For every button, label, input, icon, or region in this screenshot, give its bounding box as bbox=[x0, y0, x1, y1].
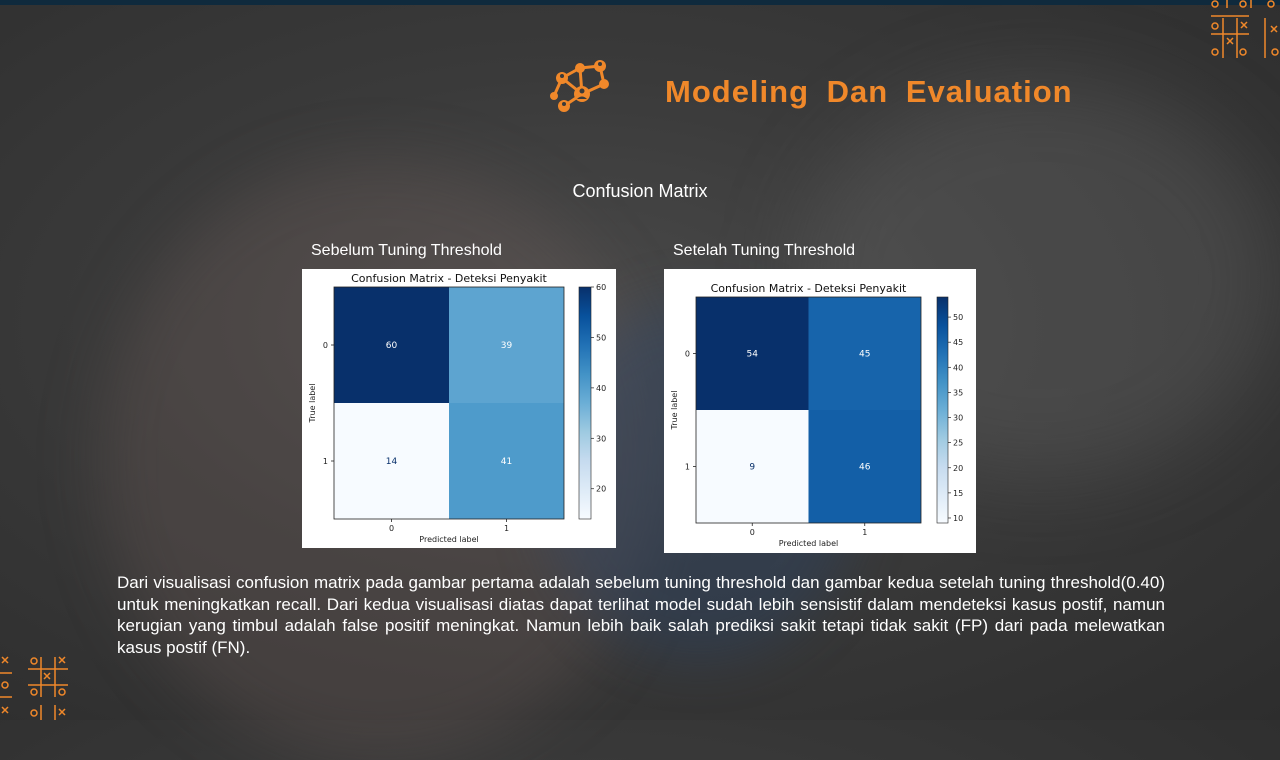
x-tick-label: 1 bbox=[862, 528, 867, 537]
page-title: Modeling Dan Evaluation bbox=[665, 74, 1073, 109]
colorbar-tick-label: 35 bbox=[953, 388, 963, 397]
x-tick-label: 1 bbox=[504, 524, 509, 533]
x-axis-label: Predicted label bbox=[779, 539, 838, 548]
y-tick-label: 1 bbox=[685, 463, 690, 472]
matrix-cell bbox=[334, 287, 449, 403]
colorbar bbox=[578, 286, 592, 520]
colorbar-tick-label: 15 bbox=[953, 489, 963, 498]
colorbar bbox=[936, 296, 949, 524]
colorbar-tick-label: 20 bbox=[596, 485, 606, 494]
tic-tac-toe-decoration-top-right bbox=[1211, 0, 1279, 58]
description-paragraph: Dari visualisasi confusion matrix pada g… bbox=[117, 573, 1165, 657]
colorbar-tick-label: 20 bbox=[953, 464, 963, 473]
y-tick-label: 0 bbox=[323, 341, 328, 350]
y-tick-label: 0 bbox=[685, 350, 690, 359]
colorbar-tick-label: 40 bbox=[953, 363, 963, 372]
cell-value-label: 60 bbox=[386, 341, 398, 351]
confusion-matrix-before: Confusion Matrix - Deteksi Penyakit 60 39 1… bbox=[308, 272, 606, 544]
colorbar-tick-label: 25 bbox=[953, 439, 963, 448]
slide-header: Modeling Dan Evaluation bbox=[548, 54, 1108, 124]
matrix-cell bbox=[696, 297, 809, 410]
chart-card-before: Confusion Matrix - Deteksi Penyakit 60 39 1… bbox=[302, 269, 616, 548]
x-axis-label: Predicted label bbox=[419, 535, 478, 544]
cell-value-label: 39 bbox=[501, 341, 513, 351]
x-tick-label: 0 bbox=[389, 524, 394, 533]
chart-label-before: Sebelum Tuning Threshold bbox=[311, 242, 502, 259]
colorbar-tick-label: 50 bbox=[596, 333, 606, 342]
cell-value-label: 9 bbox=[749, 463, 755, 473]
cell-value-label: 45 bbox=[859, 350, 870, 360]
cell-value-label: 46 bbox=[859, 463, 871, 473]
chart-label-after: Setelah Tuning Threshold bbox=[673, 242, 856, 259]
matrix-cell bbox=[449, 403, 564, 519]
x-tick-label: 0 bbox=[750, 528, 755, 537]
section-subtitle: Confusion Matrix bbox=[572, 181, 708, 201]
top-bar bbox=[0, 0, 1280, 5]
matrix-cell bbox=[696, 410, 809, 523]
matrix-cell bbox=[334, 403, 449, 519]
cell-value-label: 54 bbox=[747, 350, 759, 360]
plot-frame bbox=[695, 296, 922, 524]
colorbar-tick-label: 45 bbox=[953, 338, 963, 347]
matrix-cell bbox=[808, 410, 921, 523]
chart-title: Confusion Matrix - Deteksi Penyakit bbox=[711, 282, 907, 295]
cell-value-label: 14 bbox=[386, 457, 398, 467]
colorbar-tick-label: 60 bbox=[596, 283, 606, 292]
cell-value-label: 41 bbox=[501, 457, 512, 467]
colorbar-tick-label: 30 bbox=[596, 434, 606, 443]
y-axis-label: True label bbox=[670, 391, 679, 431]
chart-card-after: Confusion Matrix - Deteksi Penyakit 54 45 9… bbox=[664, 269, 976, 553]
y-axis-label: True label bbox=[308, 384, 317, 424]
colorbar-tick-label: 40 bbox=[596, 384, 606, 393]
matrix-cell bbox=[808, 297, 921, 410]
colorbar-tick-label: 10 bbox=[953, 514, 963, 523]
network-people-icon bbox=[550, 60, 609, 112]
matrix-cell bbox=[449, 287, 564, 403]
tic-tac-toe-decoration-bottom-left bbox=[0, 656, 68, 720]
y-tick-label: 1 bbox=[323, 457, 328, 466]
chart-title: Confusion Matrix - Deteksi Penyakit bbox=[351, 272, 547, 285]
confusion-matrix-after: Confusion Matrix - Deteksi Penyakit 54 45 9… bbox=[670, 282, 963, 548]
colorbar-tick-label: 50 bbox=[953, 313, 963, 322]
plot-frame bbox=[333, 286, 565, 520]
colorbar-tick-label: 30 bbox=[953, 414, 963, 423]
